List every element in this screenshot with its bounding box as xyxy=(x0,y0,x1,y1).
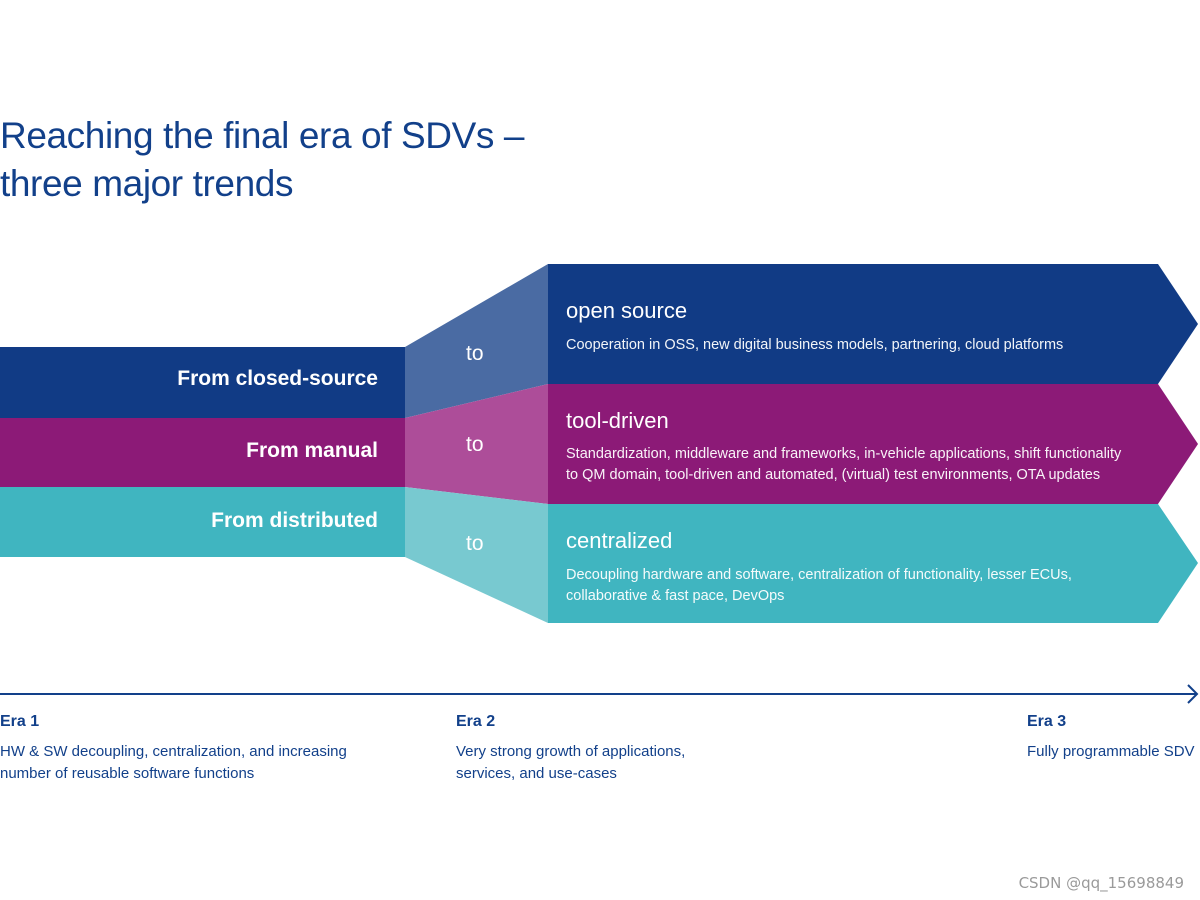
to-desc-open-source: Cooperation in OSS, new digital business… xyxy=(566,337,1064,353)
from-label-distributed: From distributed xyxy=(211,509,378,532)
watermark: CSDN @qq_15698849 xyxy=(1018,874,1184,892)
era-2: Era 2 Very strong growth of applications… xyxy=(456,712,716,785)
to-title-tool-driven: tool-driven xyxy=(566,408,669,433)
era-3: Era 3 Fully programmable SDV xyxy=(1027,712,1199,763)
transition-wedge-tool-driven xyxy=(405,384,548,504)
transition-wedge-open-source xyxy=(405,264,548,418)
timeline-arrowhead-icon xyxy=(1187,684,1199,704)
title-line-1: Reaching the final era of SDVs – xyxy=(0,115,525,156)
from-label-closed-source: From closed-source xyxy=(177,367,378,390)
era-1-name: Era 1 xyxy=(0,713,40,730)
era-1-desc: HW & SW decoupling, centralization, and … xyxy=(0,743,347,782)
from-bar-manual xyxy=(0,418,405,487)
to-desc-centralized: Decoupling hardware and software, centra… xyxy=(566,567,1072,604)
title-line-2: three major trends xyxy=(0,163,294,204)
era-2-desc: Very strong growth of applications, serv… xyxy=(456,743,686,782)
era-3-name: Era 3 xyxy=(1027,713,1067,730)
to-arrow-tool-driven xyxy=(548,384,1198,504)
from-bar-closed-source xyxy=(0,347,405,418)
era-1: Era 1 HW & SW decoupling, centralization… xyxy=(0,712,370,785)
from-label-manual: From manual xyxy=(246,439,378,462)
to-desc-tool-driven: Standardization, middleware and framewor… xyxy=(566,446,1122,483)
transition-wedge-centralized xyxy=(405,487,548,623)
connector-label-2: to xyxy=(466,433,484,456)
from-bar-distributed xyxy=(0,487,405,557)
to-arrow-centralized xyxy=(548,504,1198,623)
to-arrow-open-source xyxy=(548,264,1198,384)
era-2-name: Era 2 xyxy=(456,713,496,730)
connector-label-1: to xyxy=(466,342,484,365)
page-title: Reaching the final era of SDVs – three m… xyxy=(0,112,524,208)
to-title-centralized: centralized xyxy=(566,528,673,553)
connector-label-3: to xyxy=(466,532,484,555)
to-title-open-source: open source xyxy=(566,298,688,323)
era-3-desc: Fully programmable SDV xyxy=(1027,743,1195,760)
